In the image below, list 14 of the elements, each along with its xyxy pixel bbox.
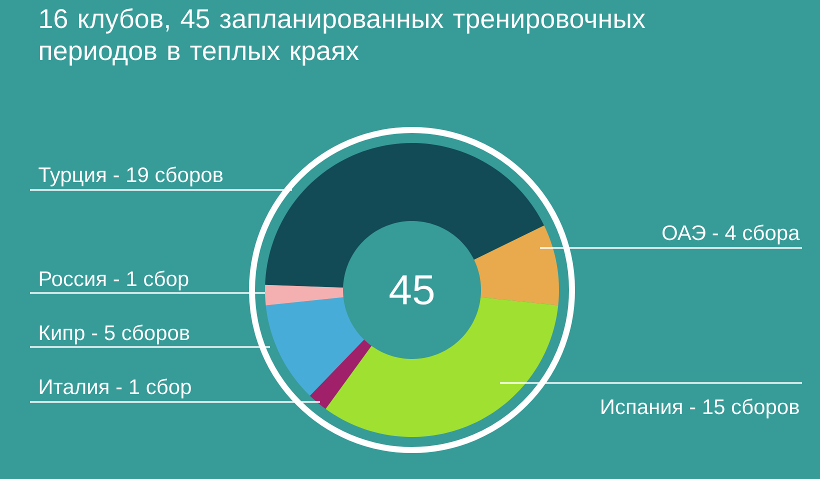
slice-label: ОАЭ -: [662, 225, 718, 240]
chart-title: 16 клубов, 45 запланированных тренировочных периодов в теплых краях: [40, 8, 646, 66]
slice-label: Турция -: [38, 168, 119, 186]
data-label: 4 сбора: [725, 224, 800, 244]
data-label: 15 сборов: [703, 398, 799, 418]
data-label: 19 сборов: [127, 166, 223, 186]
data-label: 5 сборов: [104, 324, 190, 344]
data-label: 1 сбор: [127, 270, 188, 290]
slice-label: Россия -: [40, 272, 119, 286]
data-label: 1 сбор: [130, 378, 191, 398]
slice-label: Кипр -: [40, 326, 98, 344]
slice-label: Испания -: [602, 400, 696, 414]
slice-label: Италия -: [40, 380, 122, 394]
text: 45: [390, 275, 434, 305]
